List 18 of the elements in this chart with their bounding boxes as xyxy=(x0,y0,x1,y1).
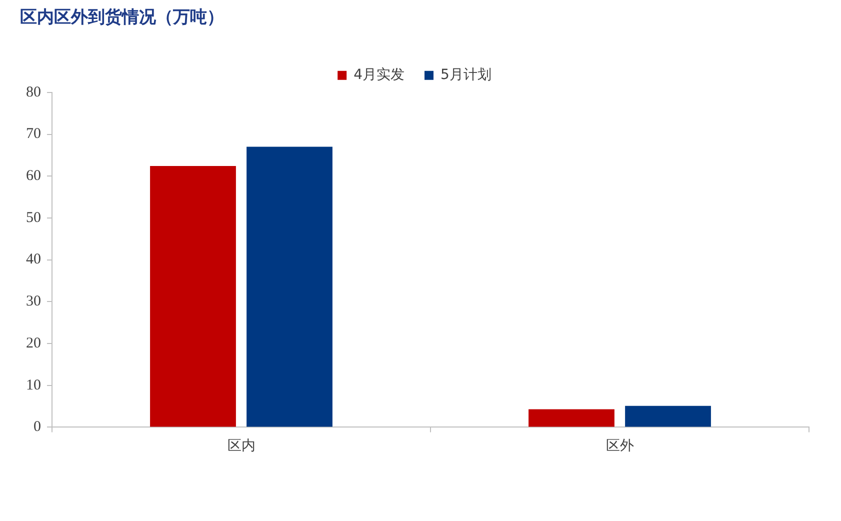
y-tick-label: 0 xyxy=(34,419,41,436)
y-tick-label: 80 xyxy=(26,84,41,100)
y-tick-label: 70 xyxy=(26,126,41,142)
bar xyxy=(150,166,236,427)
y-tick-label: 30 xyxy=(26,294,41,310)
y-tick-label: 50 xyxy=(26,210,41,226)
chart-title: 区内区外到货情况（万吨） xyxy=(20,8,224,28)
bar xyxy=(528,409,614,427)
bar xyxy=(625,406,711,427)
y-tick-label: 60 xyxy=(26,168,41,184)
legend-label: 4月实发 xyxy=(354,67,405,84)
x-tick-label: 区内 xyxy=(227,438,256,454)
legend-label: 5月计划 xyxy=(440,67,492,84)
bar xyxy=(246,146,332,427)
y-tick-label: 10 xyxy=(26,377,41,394)
y-tick-label: 20 xyxy=(26,335,41,352)
y-tick-label: 40 xyxy=(26,252,41,268)
x-tick-label: 区外 xyxy=(606,438,634,454)
